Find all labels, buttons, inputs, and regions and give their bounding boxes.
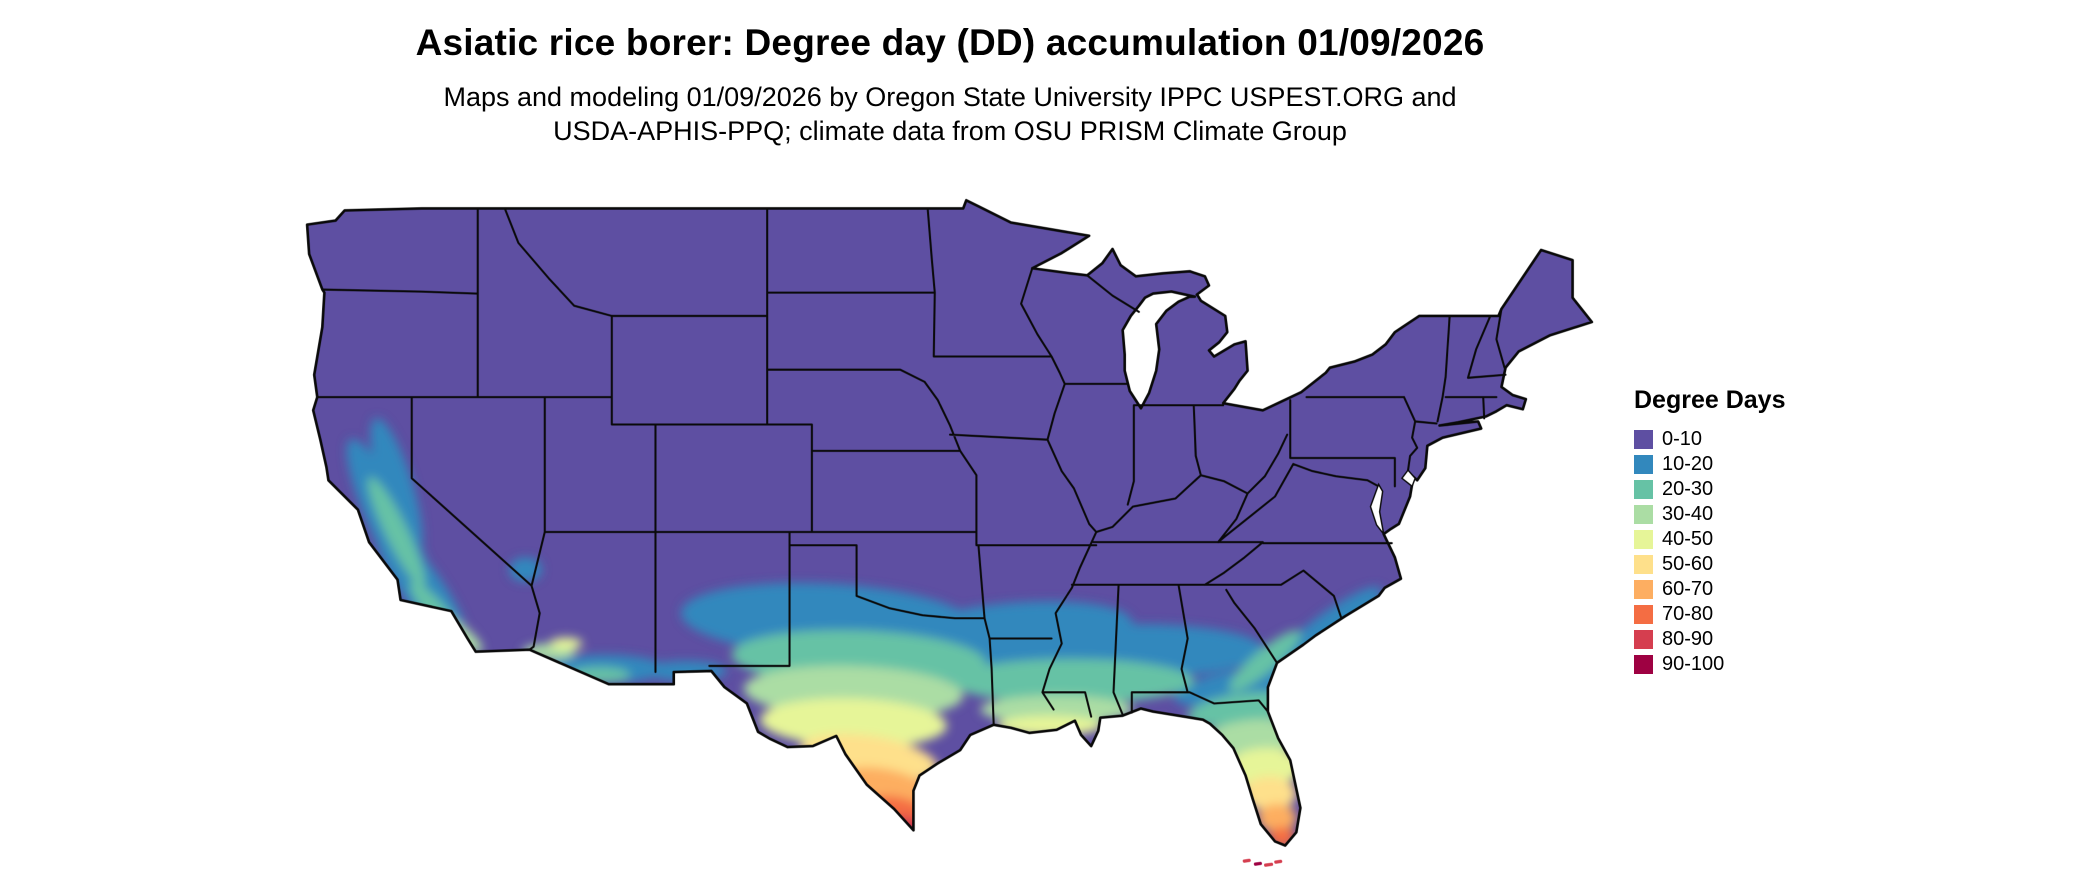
florida-keys-dash [1242,858,1251,863]
legend-item: 60-70 [1634,577,1785,602]
nation-outline [305,198,1594,847]
subtitle-line-1: Maps and modeling 01/09/2026 by Oregon S… [443,82,1457,112]
page-title: Asiatic rice borer: Degree day (DD) accu… [415,22,1485,63]
legend-label: 30-40 [1662,503,1714,525]
bay-water [1400,468,1416,488]
legend-swatch [1634,580,1653,599]
florida-keys-dash [1274,859,1283,864]
legend-label: 80-90 [1662,628,1714,650]
legend-swatch [1634,455,1653,474]
legend-item: 70-80 [1634,602,1785,627]
legend-item: 80-90 [1634,627,1785,652]
bay-water [1369,482,1385,535]
legend-swatch [1634,630,1653,649]
legend-items: 0-10 10-20 20-30 30-40 40-50 50-60 60-70 70-80 8… [1634,427,1785,677]
legend-label: 90-100 [1662,653,1725,675]
legend-label: 20-30 [1662,478,1714,500]
legend-label: 40-50 [1662,528,1714,550]
legend-item: 0-10 [1634,427,1785,452]
legend-label: 10-20 [1662,453,1714,475]
legend-title: Degree Days [1634,386,1786,414]
legend-swatch [1634,605,1653,624]
legend-item: 50-60 [1634,552,1785,577]
legend-swatch [1634,505,1653,524]
legend-label: 70-80 [1662,603,1714,625]
legend-swatch [1634,530,1653,549]
florida-keys-dash [1264,862,1274,867]
legend-swatch [1634,430,1653,449]
legend-item: 40-50 [1634,527,1785,552]
legend-item: 10-20 [1634,452,1785,477]
legend-label: 60-70 [1662,578,1714,600]
legend-swatch [1634,655,1653,674]
legend-item: 30-40 [1634,502,1785,527]
legend-swatch [1634,555,1653,574]
us-map-svg [305,198,1594,867]
legend: Degree Days 0-10 10-20 20-30 30-40 40-50 50-6… [1634,386,1785,677]
legend-item: 90-100 [1634,652,1785,677]
legend-label: 0-10 [1662,428,1703,450]
page-subtitle: Maps and modeling 01/09/2026 by Oregon S… [0,80,1900,148]
subtitle-line-2: USDA-APHIS-PPQ; climate data from OSU PR… [553,116,1347,146]
legend-item: 20-30 [1634,477,1785,502]
legend-label: 50-60 [1662,553,1714,575]
florida-keys-dash [1253,861,1262,866]
state-borders [316,207,1507,726]
legend-swatch [1634,480,1653,499]
degree-day-map [300,182,1600,882]
